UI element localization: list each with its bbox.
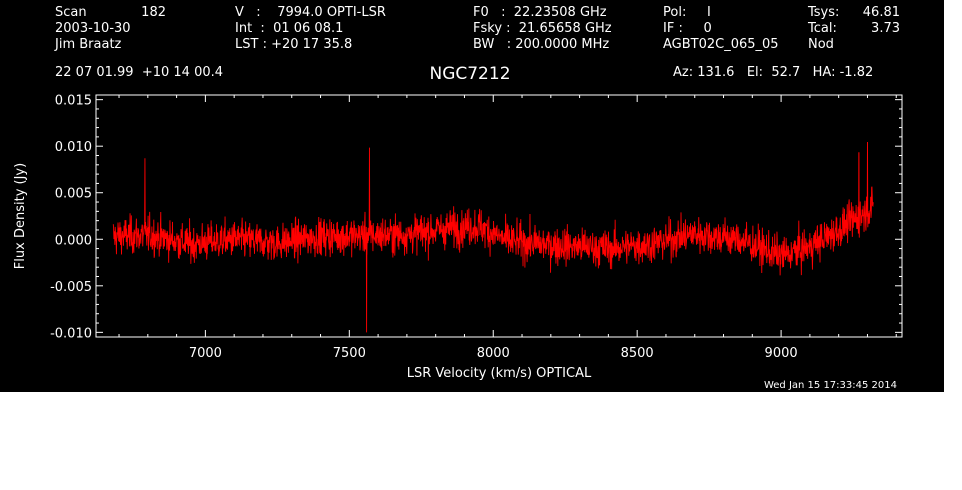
- observing-mode: Nod: [808, 37, 834, 52]
- sky-frequency-line: Fsky : 21.65658 GHz: [473, 21, 612, 36]
- y-axis-label: Flux Density (Jy): [13, 163, 28, 269]
- integration-line: Int : 01 06 08.1: [235, 21, 344, 36]
- x-axis-ticks: 7000 7500 8000 8500 9000: [118, 95, 897, 361]
- plot-frame: [95, 94, 903, 338]
- bandwidth-line: BW : 200.0000 MHz: [473, 37, 610, 52]
- timestamp: Wed Jan 15 17:33:45 2014: [763, 380, 897, 391]
- x-tick-label: 7000: [189, 346, 222, 361]
- velocity-line: V : 7994.0 OPTI-LSR: [235, 5, 386, 20]
- tsys-label: Tsys:: [808, 5, 840, 20]
- source-coordinates: 22 07 01.99 +10 14 00.4: [55, 65, 224, 80]
- scan-label: Scan: [55, 5, 87, 20]
- source-name: NGC7212: [429, 64, 511, 84]
- observation-date: 2003-10-30: [55, 21, 131, 36]
- x-tick-label: 8500: [621, 346, 654, 361]
- observer-name: Jim Braatz: [55, 37, 122, 52]
- y-tick-label: 0.000: [55, 233, 92, 248]
- polarization-line: Pol: I: [663, 5, 711, 20]
- rest-frequency-line: F0 : 22.23508 GHz: [473, 5, 607, 20]
- y-tick-label: 0.015: [55, 94, 92, 109]
- x-tick-label: 8000: [477, 346, 510, 361]
- y-tick-label: 0.010: [55, 140, 92, 155]
- y-tick-label: -0.010: [50, 326, 92, 341]
- lst-line: LST : +20 17 35.8: [235, 37, 353, 52]
- tsys-value: 46.81: [862, 5, 900, 20]
- x-tick-label: 9000: [765, 346, 798, 361]
- if-line: IF : 0: [663, 21, 712, 36]
- spectrum-chart: 7000 7500 8000 8500 9000 -0.010 -0.005 0.000 0.…: [13, 94, 903, 381]
- az-el-ha-line: Az: 131.6 El: 52.7 HA: -1.82: [673, 65, 874, 80]
- tcal-value: 3.73: [871, 21, 900, 36]
- tcal-label: Tcal:: [808, 21, 837, 36]
- y-tick-label: -0.005: [50, 280, 92, 295]
- y-tick-label: 0.005: [55, 187, 92, 202]
- project-id: AGBT02C_065_05: [663, 37, 779, 52]
- series-line-flux: [112, 142, 874, 333]
- plot-panel: Scan 182 2003-10-30 Jim Braatz 22 07 01.…: [0, 0, 944, 392]
- x-tick-label: 7500: [333, 346, 366, 361]
- scan-value: 182: [141, 5, 166, 20]
- y-axis-ticks: -0.010 -0.005 0.000 0.005 0.010 0.015: [50, 94, 902, 341]
- x-axis-label: LSR Velocity (km/s) OPTICAL: [407, 366, 592, 381]
